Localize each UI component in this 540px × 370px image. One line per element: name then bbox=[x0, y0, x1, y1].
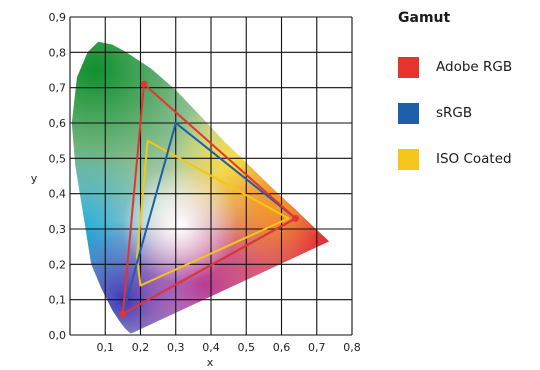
grid bbox=[69, 16, 353, 336]
legend-label: Adobe RGB bbox=[436, 59, 513, 75]
y-tick-label: 0,9 bbox=[49, 11, 67, 24]
legend-label: ISO Coated bbox=[436, 151, 512, 167]
x-tick-label: 0,3 bbox=[167, 341, 185, 354]
x-tick-label: 0,2 bbox=[132, 341, 150, 354]
x-tick-label: 0,7 bbox=[308, 341, 326, 354]
y-tick-label: 0,8 bbox=[49, 46, 67, 59]
y-tick-label: 0,4 bbox=[49, 188, 67, 201]
y-tick-label: 0,5 bbox=[49, 152, 67, 165]
legend-item: Adobe RGB bbox=[398, 55, 512, 79]
gamut-adobe-rgb bbox=[121, 83, 297, 315]
legend: Gamut Adobe RGB sRGB ISO Coated bbox=[398, 10, 538, 170]
y-tick-label: 0,2 bbox=[49, 258, 67, 271]
y-axis-label: y bbox=[31, 172, 38, 185]
gamut-iso-coated bbox=[136, 139, 290, 287]
y-tick-label: 0,0 bbox=[49, 329, 67, 342]
adobe-rgb-vertex bbox=[119, 310, 127, 318]
x-tick-label: 0,1 bbox=[97, 341, 115, 354]
x-axis-label: x bbox=[207, 356, 214, 369]
legend-swatch bbox=[398, 56, 419, 78]
legend-swatch bbox=[398, 102, 419, 124]
y-tick-label: 0,7 bbox=[49, 82, 67, 95]
adobe-rgb-vertex bbox=[292, 215, 299, 222]
legend-item: ISO Coated bbox=[398, 147, 512, 171]
x-tick-label: 0,5 bbox=[238, 341, 256, 354]
y-tick-label: 0,6 bbox=[49, 117, 67, 130]
adobe-rgb-vertex bbox=[140, 80, 148, 88]
axis-ticks: 0,1 0,2 0,3 0,4 0,5 0,6 0,7 0,8 0,0 0,1 0,2 0,3 0,4 0… bbox=[49, 11, 361, 354]
y-tick-label: 0,3 bbox=[49, 223, 67, 236]
legend-item: sRGB bbox=[398, 101, 472, 125]
gamut-series bbox=[119, 80, 299, 318]
legend-swatch bbox=[398, 148, 419, 170]
x-tick-label: 0,6 bbox=[273, 341, 291, 354]
x-tick-label: 0,8 bbox=[343, 341, 361, 354]
legend-label: sRGB bbox=[436, 105, 473, 121]
legend-title: Gamut bbox=[398, 10, 451, 26]
y-tick-label: 0,1 bbox=[49, 294, 67, 307]
x-tick-label: 0,4 bbox=[202, 341, 220, 354]
